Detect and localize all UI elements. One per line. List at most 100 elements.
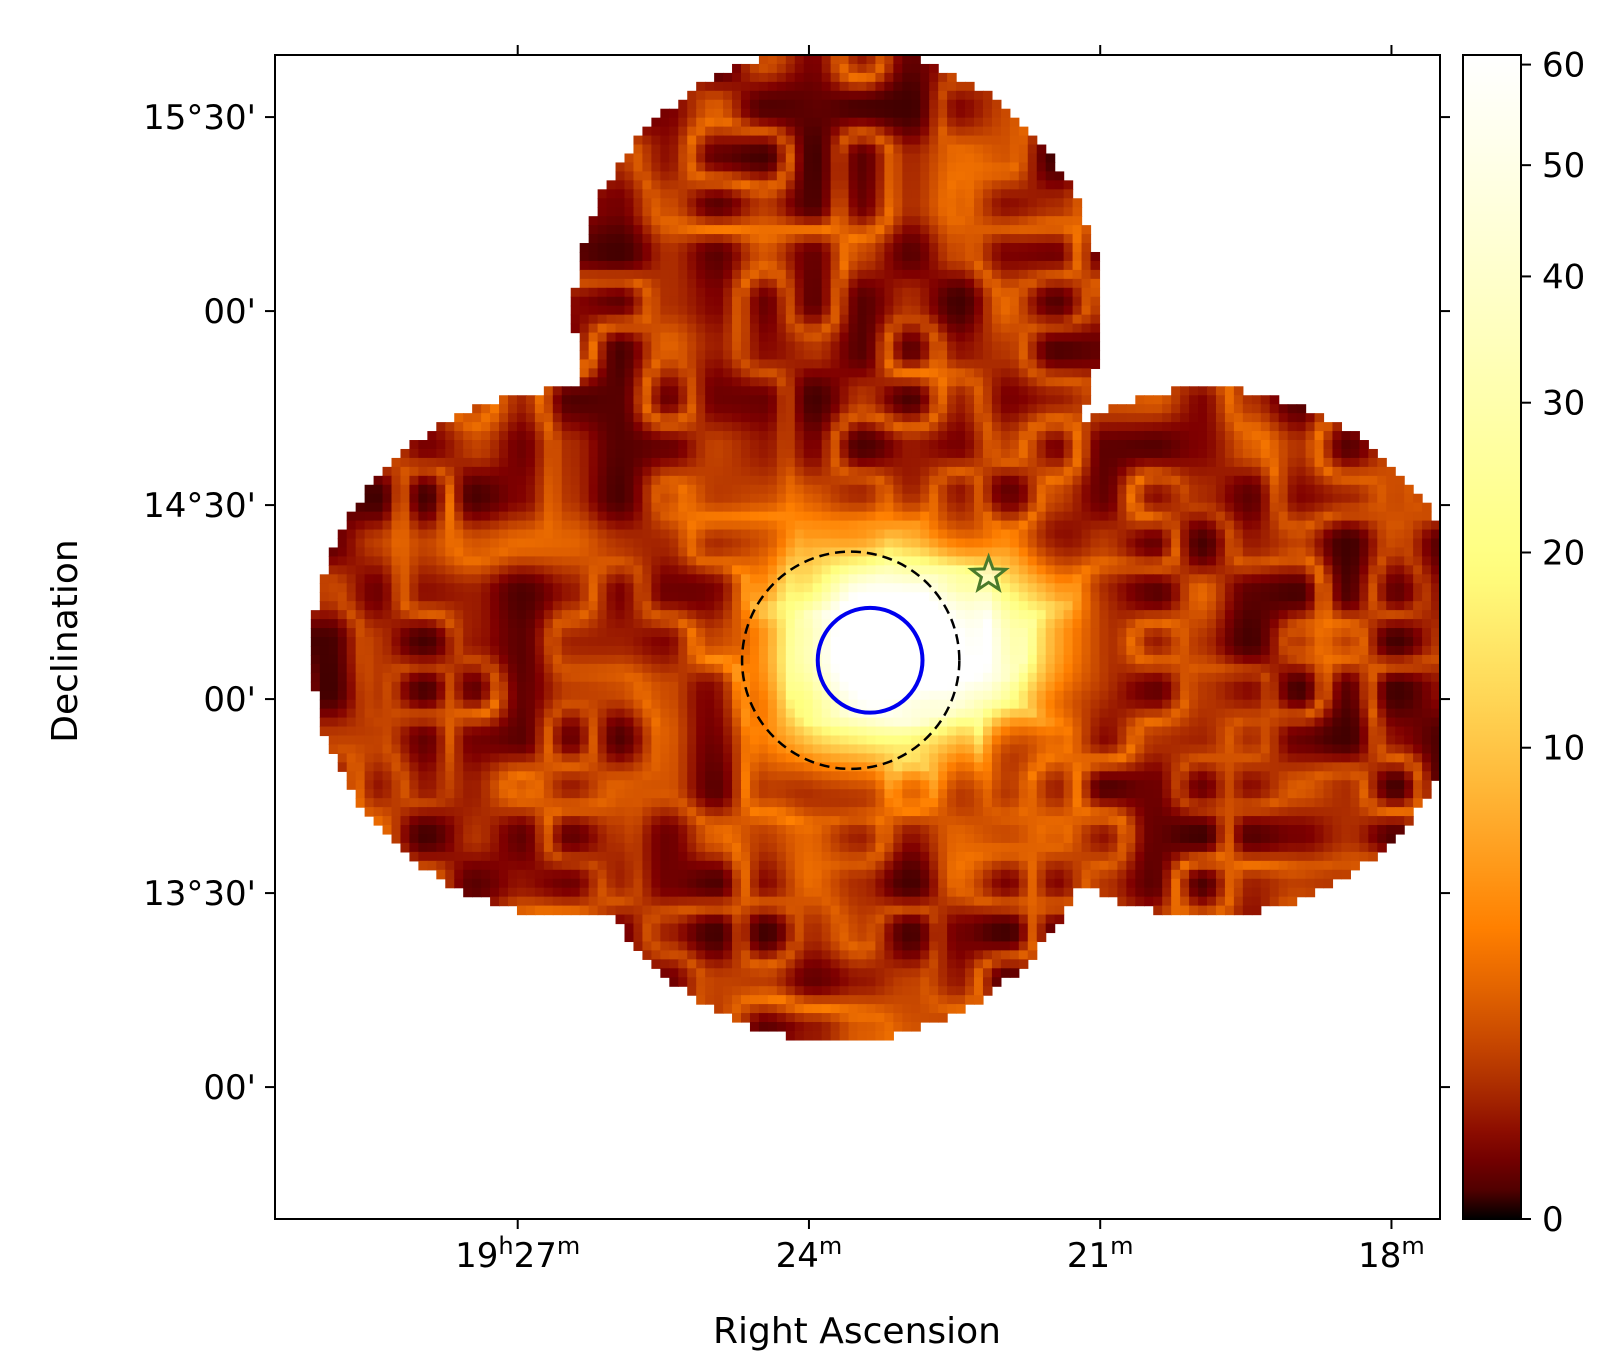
heatmap-cell <box>991 108 1002 119</box>
heatmap-cell <box>794 592 805 602</box>
heatmap-cell <box>1072 350 1083 361</box>
heatmap-cell <box>947 350 957 361</box>
heatmap-cell <box>947 440 957 450</box>
heatmap-cell <box>956 90 966 101</box>
heatmap-cell <box>508 431 518 441</box>
heatmap-cell <box>1224 520 1235 531</box>
heatmap-cell <box>929 90 939 101</box>
heatmap-cell <box>821 260 832 271</box>
heatmap-cell <box>893 520 903 531</box>
heatmap-cell <box>624 538 635 549</box>
heatmap-cell <box>866 99 877 110</box>
heatmap-cell <box>490 431 500 441</box>
heatmap-cell <box>1045 314 1056 325</box>
heatmap-cell <box>938 556 948 566</box>
heatmap-cell <box>1027 610 1038 620</box>
heatmap-cell <box>696 99 706 110</box>
heatmap-cell <box>1377 574 1387 584</box>
heatmap-cell <box>803 359 814 369</box>
heatmap-cell <box>821 81 832 92</box>
heatmap-cell <box>1018 171 1029 181</box>
heatmap-cell <box>579 628 590 638</box>
heatmap-cell <box>615 493 626 504</box>
heatmap-cell <box>866 296 877 307</box>
heatmap-cell <box>821 601 832 611</box>
heatmap-cell <box>839 556 850 566</box>
heatmap-cell <box>893 260 903 271</box>
heatmap-cell <box>1072 520 1083 531</box>
heatmap-cell <box>1296 484 1307 495</box>
heatmap-cell <box>830 413 841 423</box>
heatmap-cell <box>848 126 859 137</box>
heatmap-cell <box>848 493 859 504</box>
heatmap-cell <box>1108 565 1118 575</box>
heatmap-cell <box>588 269 599 280</box>
heatmap-cell <box>785 162 796 172</box>
heatmap-cell <box>642 619 652 629</box>
heatmap-cell <box>570 466 581 477</box>
heatmap-cell <box>1027 529 1038 540</box>
heatmap-cell <box>920 153 930 164</box>
heatmap-cell <box>606 413 617 423</box>
heatmap-cell <box>678 511 688 522</box>
heatmap-cell <box>920 278 930 289</box>
heatmap-cell <box>1072 404 1083 414</box>
heatmap-cell <box>651 126 661 137</box>
heatmap-cell <box>543 502 554 513</box>
heatmap-cell <box>749 386 760 396</box>
heatmap-cell <box>1233 484 1244 495</box>
heatmap-cell <box>660 619 670 629</box>
heatmap-cell <box>938 520 948 531</box>
heatmap-cell <box>1422 601 1432 611</box>
heatmap-cell <box>1162 583 1172 593</box>
heatmap-cell <box>902 90 912 101</box>
heatmap-cell <box>669 386 679 396</box>
heatmap-cell <box>785 117 796 128</box>
heatmap-cell <box>1054 216 1065 226</box>
heatmap-cell <box>1269 592 1280 602</box>
heatmap-cell <box>830 538 841 549</box>
heatmap-cell <box>911 99 921 110</box>
heatmap-cell <box>373 556 384 566</box>
heatmap-cell <box>821 368 832 378</box>
heatmap-cell <box>776 251 787 262</box>
heatmap-cell <box>552 395 563 405</box>
heatmap-cell <box>1081 457 1092 468</box>
heatmap-cell <box>714 529 724 540</box>
heatmap-cell <box>1350 431 1360 441</box>
heatmap-cell <box>1054 422 1065 432</box>
heatmap-cell <box>803 55 814 65</box>
heatmap-cell <box>427 529 437 540</box>
heatmap-cell <box>1018 126 1029 137</box>
heatmap-cell <box>947 538 957 549</box>
heatmap-cell <box>355 619 366 629</box>
heatmap-cell <box>1045 395 1056 405</box>
heatmap-cell <box>1090 619 1101 629</box>
heatmap-cell <box>1251 520 1262 531</box>
heatmap-cell <box>642 171 652 181</box>
heatmap-cell <box>481 475 491 486</box>
heatmap-cell <box>875 448 885 459</box>
heatmap-cell <box>409 574 419 584</box>
heatmap-cell <box>669 413 679 423</box>
heatmap-cell <box>409 529 419 540</box>
heatmap-cell <box>1081 440 1092 450</box>
heatmap-cell <box>463 574 473 584</box>
heatmap-cell <box>749 502 760 513</box>
heatmap-cell <box>991 225 1002 235</box>
heatmap-cell <box>1000 234 1011 244</box>
heatmap-cell <box>982 610 993 620</box>
heatmap-cell <box>965 216 975 226</box>
heatmap-cell <box>1072 413 1083 423</box>
heatmap-cell <box>543 493 554 504</box>
heatmap-cell <box>642 601 652 611</box>
heatmap-cell <box>767 619 778 629</box>
heatmap-cell <box>776 341 787 352</box>
heatmap-cell <box>1063 287 1074 298</box>
heatmap-cell <box>1009 117 1020 128</box>
heatmap-cell <box>1359 484 1369 495</box>
heatmap-cell <box>803 135 814 146</box>
heatmap-cell <box>1386 556 1396 566</box>
heatmap-cell <box>642 431 652 441</box>
heatmap-cell <box>1108 628 1118 638</box>
